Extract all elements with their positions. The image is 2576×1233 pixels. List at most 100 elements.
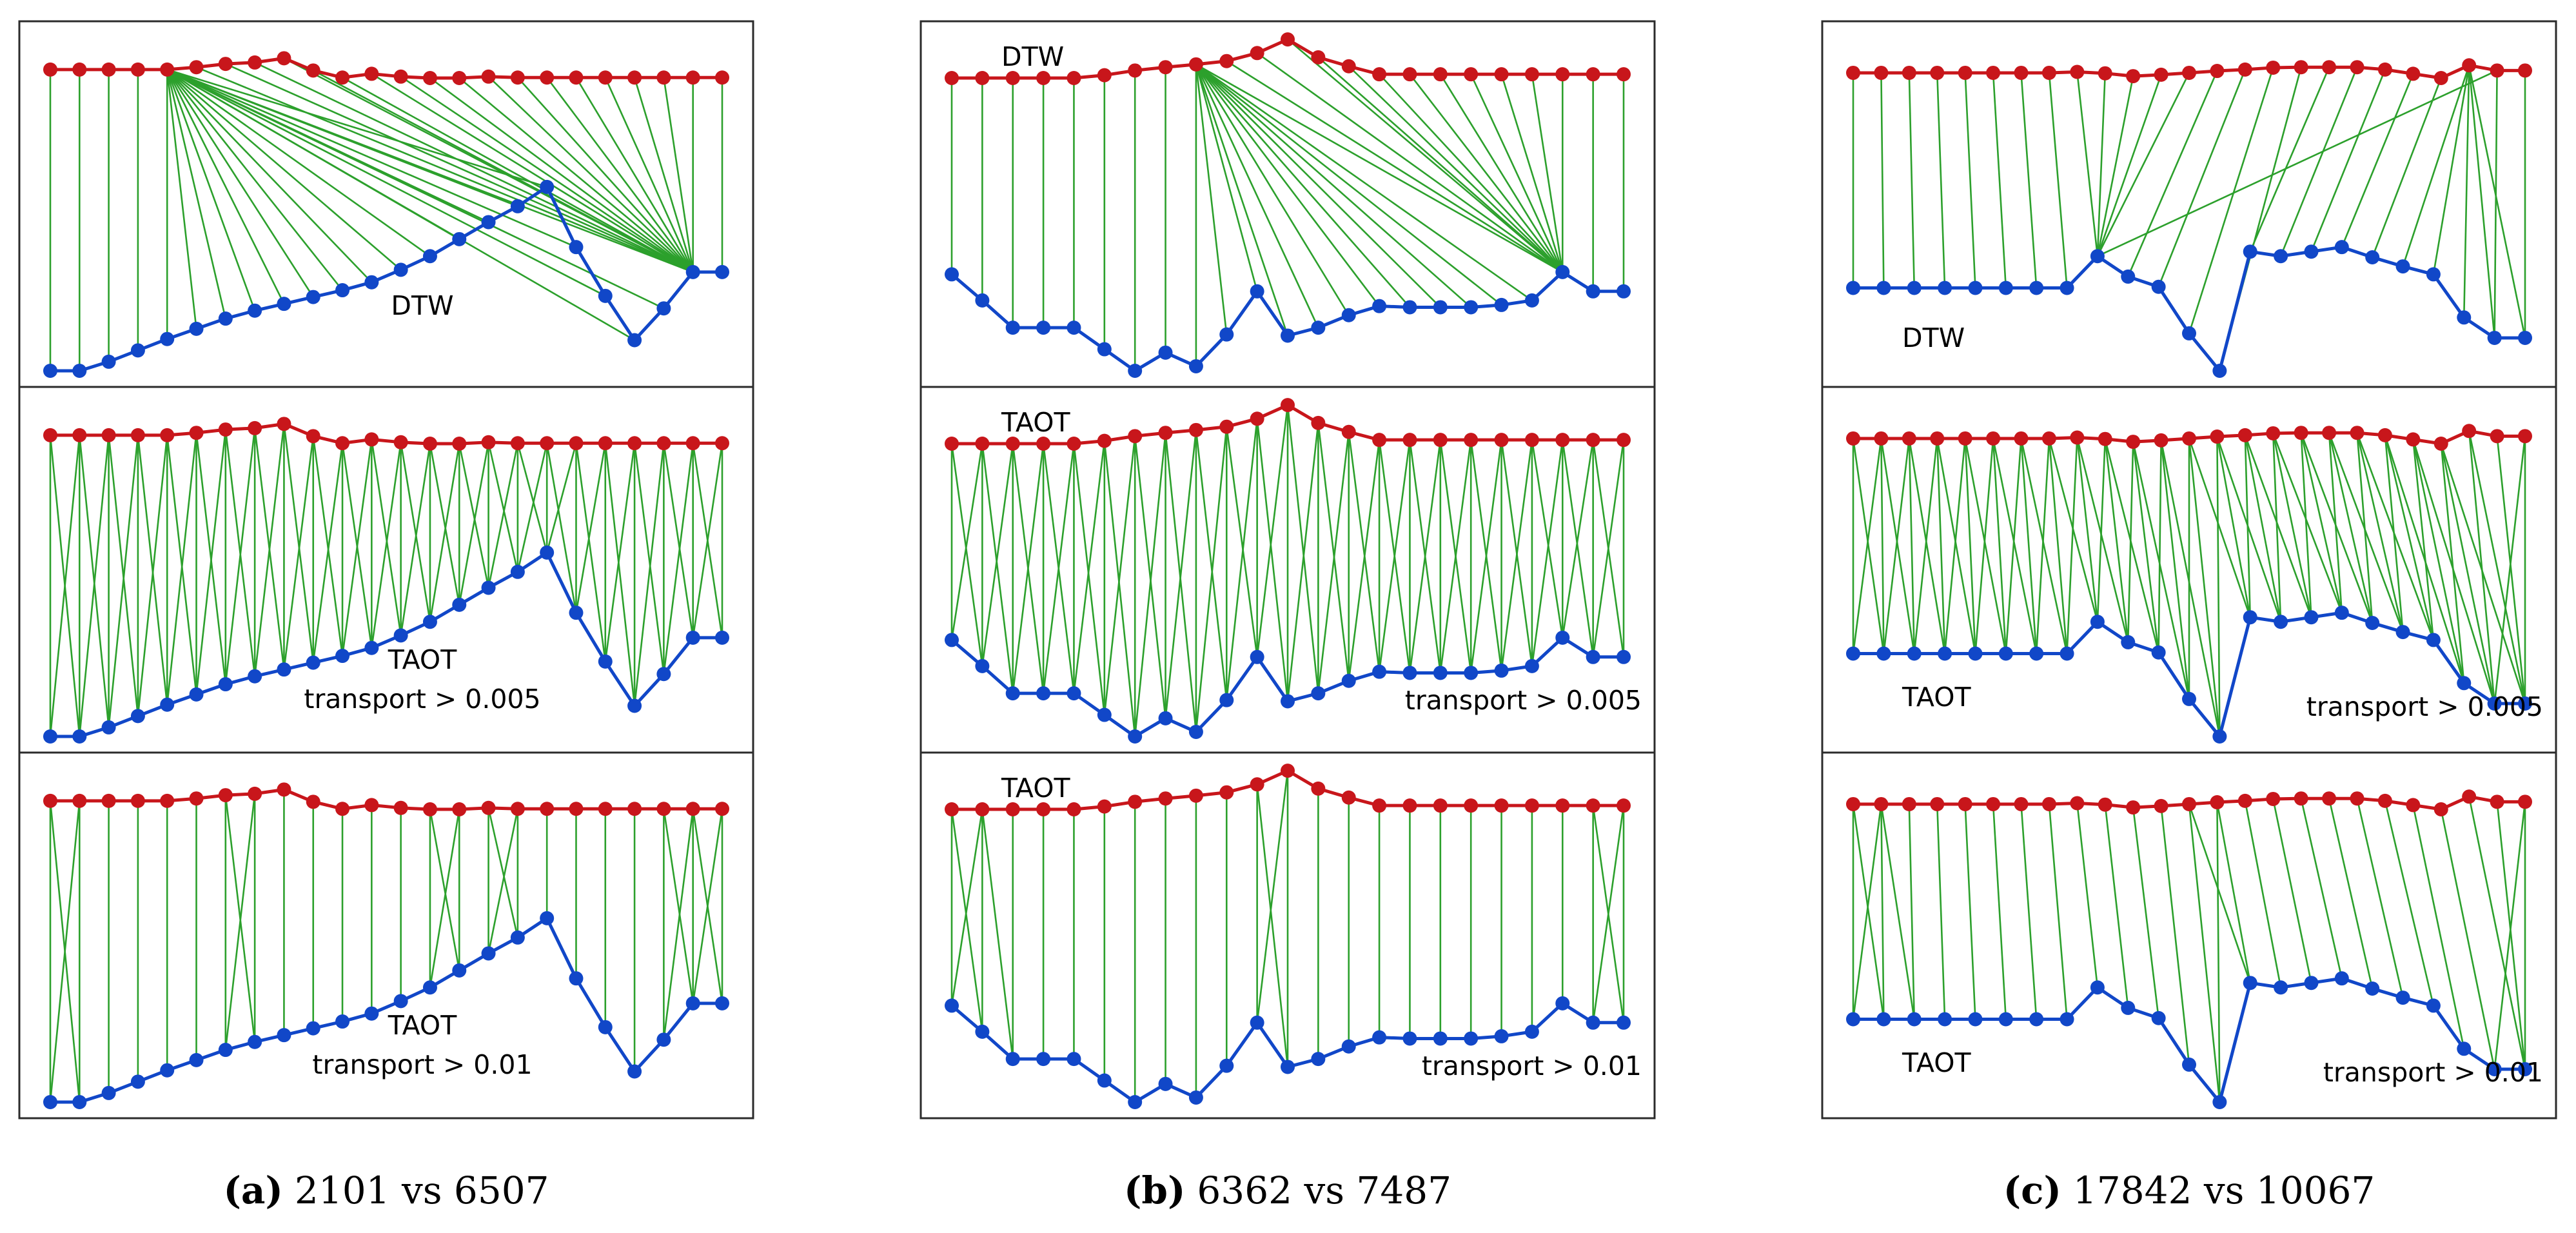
alignment-link [1195,63,1563,273]
top-series-point [2518,429,2532,444]
alignment-link [1195,63,1533,301]
alignment-link [1470,74,1564,273]
top-series-point [452,71,467,85]
top-series-point [2070,430,2085,445]
top-series-point [189,426,204,440]
alignment-link [2402,64,2470,267]
bottom-series-point [481,946,496,961]
bottom-series-point [1005,686,1020,701]
top-series-point [2462,424,2477,439]
top-series-point [1402,67,1417,82]
top-series-point [1402,433,1417,448]
alignment-link [2371,77,2442,258]
alignment-link [1165,433,1197,733]
bottom-series-point [1097,707,1112,722]
caption-letter: (b) [1124,1169,1185,1212]
alignment-link [1974,438,1994,654]
panel-grid: DTW TAOT transport > 0.005 TAOT transport > … [18,20,2557,1120]
top-series-point [2182,796,2196,811]
alignment-link [663,77,694,273]
bottom-series-point [1128,364,1143,378]
bottom-series-point [248,303,262,318]
alignment-link [166,68,606,297]
top-series-point [1128,794,1143,809]
top-series-point [1524,67,1539,82]
top-series-point [1250,46,1264,61]
alignment-link [1936,72,1946,288]
alignment-link [196,66,694,273]
top-series-point [1281,764,1295,778]
top-series-point [422,437,437,451]
alignment-link [950,443,983,667]
caption-text: 17842 vs 10067 [2073,1169,2375,1212]
top-series-point [2098,797,2112,812]
top-series-point [975,437,990,451]
top-series-point [1846,796,1860,811]
top-series-point [1524,798,1539,813]
alignment-link [1964,438,2007,654]
alignment-link [2412,439,2435,640]
alignment-link [2096,72,2190,257]
bottom-series-point [1341,673,1356,688]
bottom-series-point [656,1032,671,1047]
top-series-point [130,793,145,808]
bottom-series-point [2090,615,2105,629]
bottom-series-point [945,633,959,647]
top-series-point [2294,60,2308,75]
alignment-link [2493,802,2526,1070]
alignment-link [458,442,489,606]
top-series-point [43,62,57,77]
alignment-link [2496,436,2526,704]
caption-letter: (c) [2003,1169,2061,1212]
alignment-link [371,442,402,648]
top-series-point [1128,63,1143,78]
alignment-link [2440,809,2495,1070]
alignment-link [1378,439,1411,672]
alignment-link [2412,439,2465,684]
alignment-link [254,61,694,273]
alignment-link [1286,405,1319,694]
bottom-series-point [1250,284,1264,299]
top-series-point [393,69,408,84]
bottom-series-point [715,630,729,645]
bottom-series-point [569,240,584,255]
top-series-point [452,802,467,816]
top-series-point [1555,433,1570,448]
bottom-series-point [1067,321,1081,335]
alignment-link [2272,798,2312,983]
bottom-series-point [1158,1076,1173,1091]
alignment-link [2272,433,2282,622]
alignment-link [371,439,402,636]
alignment-link [2005,438,2022,654]
panel-label: TAOT [388,1010,457,1041]
alignment-link [1908,804,1916,1020]
panel-label: DTW [391,290,453,321]
alignment-link [283,424,315,663]
top-series-point [1188,788,1203,803]
alignment-link [283,436,315,670]
alignment-link [1592,805,1625,1023]
top-series-point [1464,433,1479,448]
bottom-series-point [2151,645,2166,660]
top-series-point [452,437,467,451]
top-series-point [1986,431,2001,446]
top-series-point [72,62,87,77]
top-series-point [160,62,175,77]
alignment-link [2216,437,2221,737]
alignment-link [692,443,723,638]
bottom-series-point [2365,616,2380,630]
alignment-link [2048,438,2068,654]
bottom-series-point [218,677,233,692]
alignment-link [1908,438,1916,654]
top-series-point [656,436,671,451]
alignment-link [1195,63,1502,306]
alignment-link [166,68,373,283]
alignment-link [663,809,694,1040]
top-series-point [335,802,350,816]
bottom-series-point [945,267,959,282]
bottom-series-point [1250,649,1264,664]
alignment-link [2132,807,2159,1018]
top-series-point [277,417,291,431]
top-series-point [569,70,584,85]
bottom-series-point [627,333,642,348]
